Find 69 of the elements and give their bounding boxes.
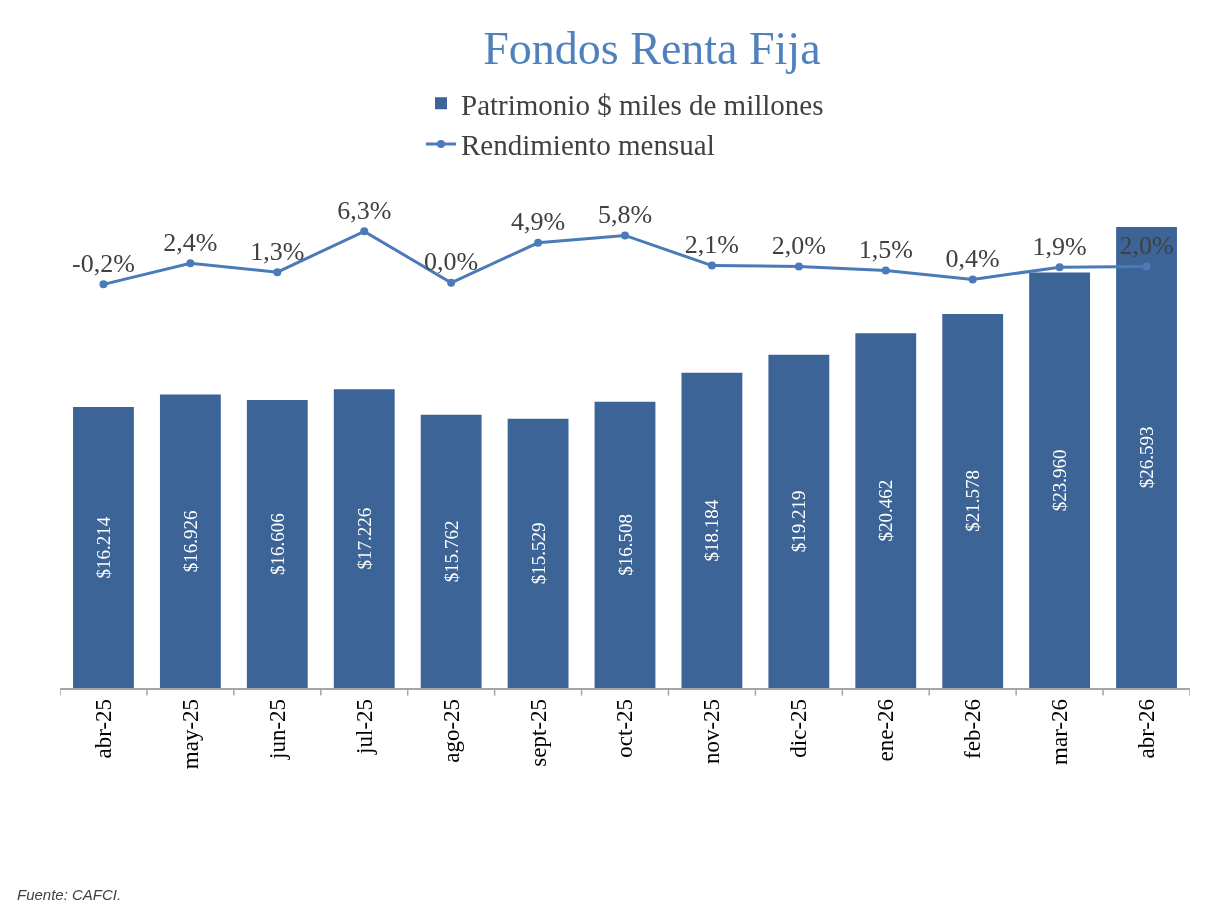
data-label: $26.593 [1136,426,1158,489]
bar [333,389,395,688]
data-label: 2,0% [1119,230,1174,260]
point [360,227,369,236]
data-label: $20.462 [875,479,897,542]
data-label: 4,9% [510,207,566,237]
data-label: 2,4% [163,227,218,257]
point [186,259,195,268]
x-tick-label: abr-26 [1134,698,1160,759]
data-label: $16.926 [179,510,201,573]
point [1142,262,1151,271]
chart-title: Fondos Renta Fija [483,22,821,74]
data-label: 5,8% [597,199,653,229]
bar [246,400,308,688]
x-tick-label: ago-25 [438,698,464,763]
bar [768,354,830,688]
bar [594,401,656,688]
point [273,268,282,277]
data-label: 1,9% [1032,231,1087,261]
data-label: $21.578 [962,470,984,532]
point [881,266,890,275]
data-label: $18.184 [701,499,723,562]
bar [1116,226,1177,688]
data-label: 6,3% [337,195,392,225]
data-label: $23.960 [1049,449,1071,512]
point [707,261,716,270]
data-label: $16.606 [266,513,288,575]
data-label: 1,5% [858,235,913,265]
point [794,262,803,271]
data-label: -0,2% [72,248,135,278]
x-tick-label: oct-25 [612,698,638,758]
x-tick-label: dic-25 [786,698,812,758]
point [534,238,543,247]
point [99,280,108,289]
source-note: Fuente: CAFCI. [17,886,122,903]
data-label: $17.226 [353,507,375,570]
x-tick-label: jul-25 [351,698,377,755]
data-label: 1,3% [250,236,305,266]
bar [942,313,1004,688]
data-label: $16.214 [92,516,114,579]
bar [855,333,917,688]
bar [681,372,743,688]
data-label: 2,0% [771,230,826,260]
x-tick-label: ene-26 [873,698,899,762]
x-tick-label: feb-26 [960,698,986,759]
point [447,278,456,287]
data-label: 2,1% [684,230,740,260]
data-label: $15.529 [527,522,549,585]
point [621,231,629,240]
legend-label: Patrimonio $ miles de millones [461,88,824,121]
data-label: $16.508 [614,514,636,576]
x-tick-label: mar-26 [1047,698,1073,765]
bar [507,418,569,688]
data-label: 0,0% [424,247,479,277]
bar [420,414,482,688]
x-tick-label: may-25 [177,698,203,770]
bar [73,406,134,688]
point [968,275,977,284]
bar [1029,272,1091,688]
bar [159,394,221,688]
x-tick-label: abr-25 [90,698,116,759]
legend-label: Rendimiento mensual [461,129,715,162]
x-tick-label: jun-25 [264,698,290,761]
data-label: $15.762 [440,520,462,583]
x-tick-label: nov-25 [699,698,725,765]
x-tick-label: sept-25 [525,698,551,767]
data-label: 0,4% [945,243,1000,273]
point [1055,263,1064,272]
data-label: $19.219 [788,490,810,553]
